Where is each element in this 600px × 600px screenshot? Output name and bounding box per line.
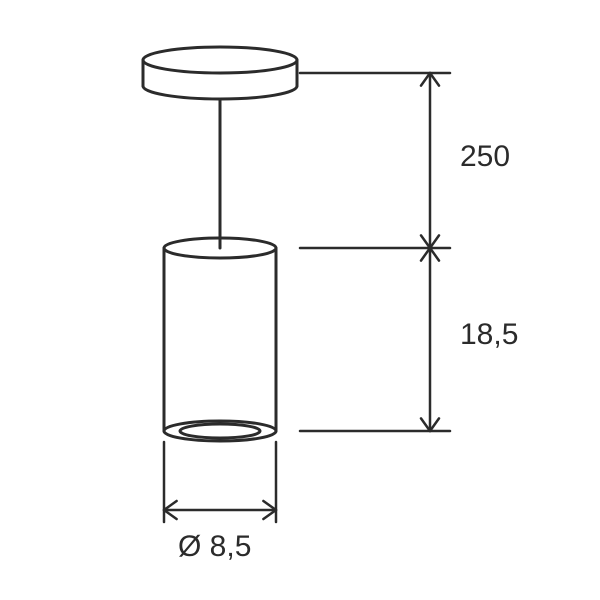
dim-diameter: Ø 8,5 xyxy=(178,530,251,564)
dim-drop-height: 250 xyxy=(460,140,510,174)
dim-body-height: 18,5 xyxy=(460,318,518,352)
drawing-svg xyxy=(0,0,600,600)
technical-drawing: 250 18,5 Ø 8,5 xyxy=(0,0,600,600)
